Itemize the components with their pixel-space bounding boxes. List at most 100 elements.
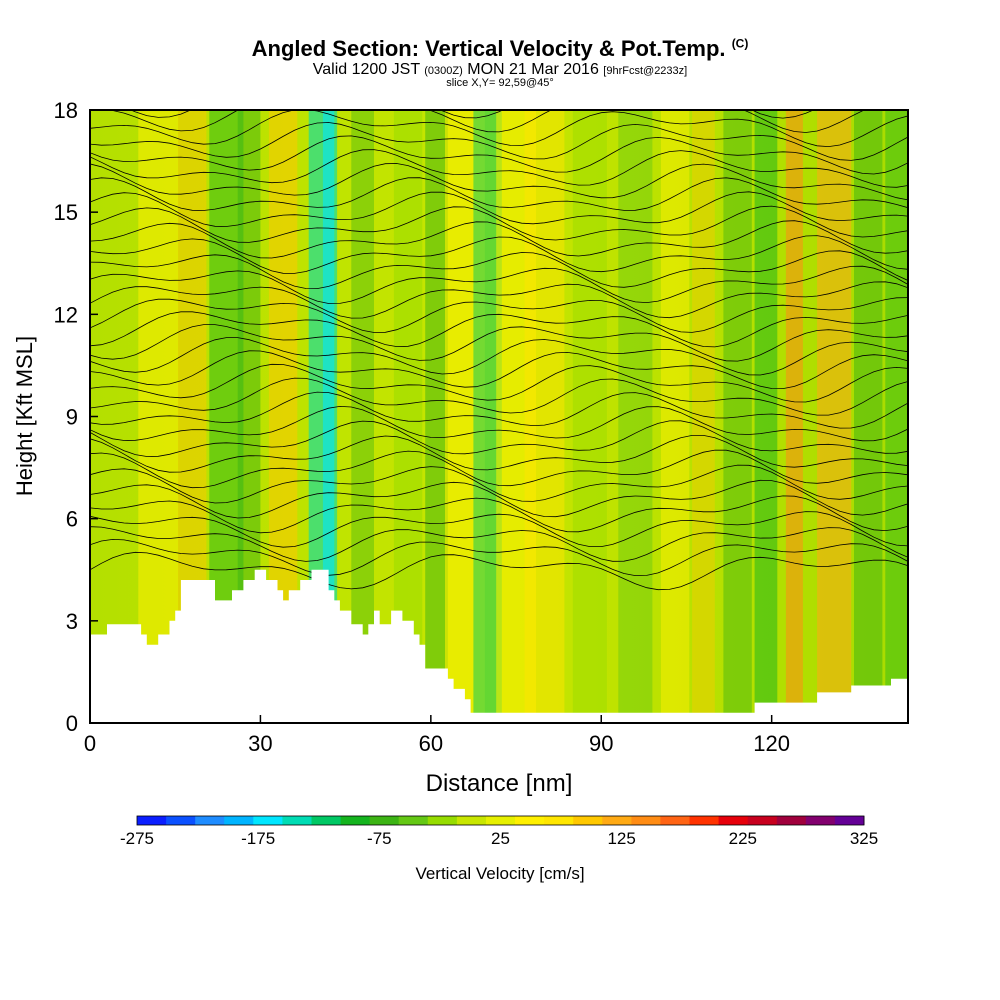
y-tick-label: 3 (66, 609, 78, 634)
theta-contour (90, 511, 908, 548)
velocity-band (618, 110, 653, 723)
colorbar-swatch (776, 816, 807, 825)
colorbar-tick-label: 225 (729, 829, 757, 848)
x-tick-label: 30 (248, 731, 272, 756)
theta-contour (90, 495, 908, 534)
colorbar-swatch (834, 816, 865, 825)
theta-contour (90, 449, 908, 489)
colorbar-swatch (805, 816, 836, 825)
potential-temperature-contours (90, 110, 908, 591)
y-tick-label: 9 (66, 405, 78, 430)
colorbar-swatch (602, 816, 632, 825)
velocity-band (660, 110, 690, 723)
colorbar: -275 -175 -75 25 125 225 325 (120, 815, 878, 848)
theta-contour (90, 177, 908, 211)
axes: 0 30 60 90 120 0 3 6 9 12 15 18 (54, 98, 791, 756)
velocity-band (854, 110, 883, 723)
colorbar-swatch (660, 816, 690, 825)
theta-contour (90, 391, 908, 429)
chart-title: Angled Section: Vertical Velocity & Pot.… (251, 36, 749, 61)
colorbar-swatch (515, 816, 545, 825)
theta-contour (90, 191, 908, 227)
theta-contour (90, 324, 908, 362)
x-tick-label: 0 (84, 731, 96, 756)
velocity-band (351, 110, 374, 723)
theta-contour (90, 149, 908, 188)
colorbar-swatch (369, 816, 400, 825)
velocity-band (817, 110, 852, 723)
colorbar-swatch (282, 816, 312, 825)
theta-contour (90, 235, 908, 274)
theta-contour (90, 420, 908, 457)
velocity-band (572, 110, 607, 723)
colorbar-tick-label: 125 (607, 829, 635, 848)
colorbar-swatch (224, 816, 254, 825)
theta-contour (90, 281, 908, 319)
theta-contour (90, 405, 908, 442)
y-tick-label: 0 (66, 711, 78, 736)
colorbar-tick-label: 325 (850, 829, 878, 848)
theta-contour (90, 464, 908, 504)
colorbar-swatch (486, 816, 516, 825)
colorbar-swatch (311, 816, 342, 825)
theta-contour (90, 250, 908, 290)
y-tick-label: 15 (54, 200, 78, 225)
velocity-band (425, 110, 448, 723)
theta-contour (90, 337, 908, 376)
x-axis-title: Distance [nm] (426, 770, 573, 797)
y-tick-label: 12 (54, 302, 78, 327)
theta-contour (90, 363, 908, 403)
theta-contour (90, 297, 908, 333)
colorbar-tick-label: 25 (491, 829, 510, 848)
colorbar-swatch (166, 816, 196, 825)
theta-contour (90, 538, 908, 577)
colorbar-swatch (398, 816, 429, 825)
colorbar-tick-label: -275 (120, 829, 154, 848)
colorbar-swatch (544, 816, 574, 825)
y-tick-label: 6 (66, 507, 78, 532)
x-tick-label: 90 (589, 731, 613, 756)
colorbar-swatch (195, 816, 225, 825)
colorbar-swatch (689, 816, 720, 825)
velocity-band (754, 110, 778, 723)
theta-contour (90, 551, 908, 591)
x-tick-label: 60 (419, 731, 443, 756)
chart-slice-info: slice X,Y= 92,59@45° (446, 77, 554, 89)
colorbar-swatch (427, 816, 458, 825)
theta-contour (90, 220, 908, 259)
y-tick-label: 18 (54, 98, 78, 123)
colorbar-swatch (631, 816, 661, 825)
colorbar-label: Vertical Velocity [cm/s] (415, 864, 585, 883)
chart-valid-time: Valid 1200 JST (0300Z) MON 21 Mar 2016 [… (312, 61, 688, 78)
colorbar-tick-label: -75 (367, 829, 392, 848)
theta-contour (90, 526, 908, 562)
colorbar-swatch (253, 816, 283, 825)
theta-contour (90, 377, 908, 416)
colorbar-tick-label: -175 (241, 829, 275, 848)
colorbar-frame (136, 815, 865, 826)
theta-contour (90, 110, 908, 148)
theta-contour (90, 435, 908, 473)
velocity-band (885, 110, 908, 723)
velocity-band (723, 110, 752, 723)
colorbar-swatch (573, 816, 603, 825)
velocity-band (524, 110, 565, 723)
theta-contour (90, 122, 908, 161)
y-axis-title: Height [Kft MSL] (12, 336, 37, 496)
theta-contour (90, 479, 908, 519)
colorbar-swatch (718, 816, 749, 825)
colorbar-swatch (137, 816, 167, 825)
terrain-mask (90, 569, 908, 723)
colorbar-swatch (456, 816, 487, 825)
theta-contour (90, 205, 908, 243)
colorbar-swatch (747, 816, 778, 825)
theta-contour (90, 135, 908, 175)
x-tick-label: 120 (753, 731, 790, 756)
velocity-band (322, 110, 335, 723)
theta-contour (129, 110, 815, 119)
theta-contour (104, 110, 866, 133)
theta-contour (90, 265, 908, 304)
colorbar-swatch (340, 816, 371, 825)
theta-contour (90, 350, 908, 390)
